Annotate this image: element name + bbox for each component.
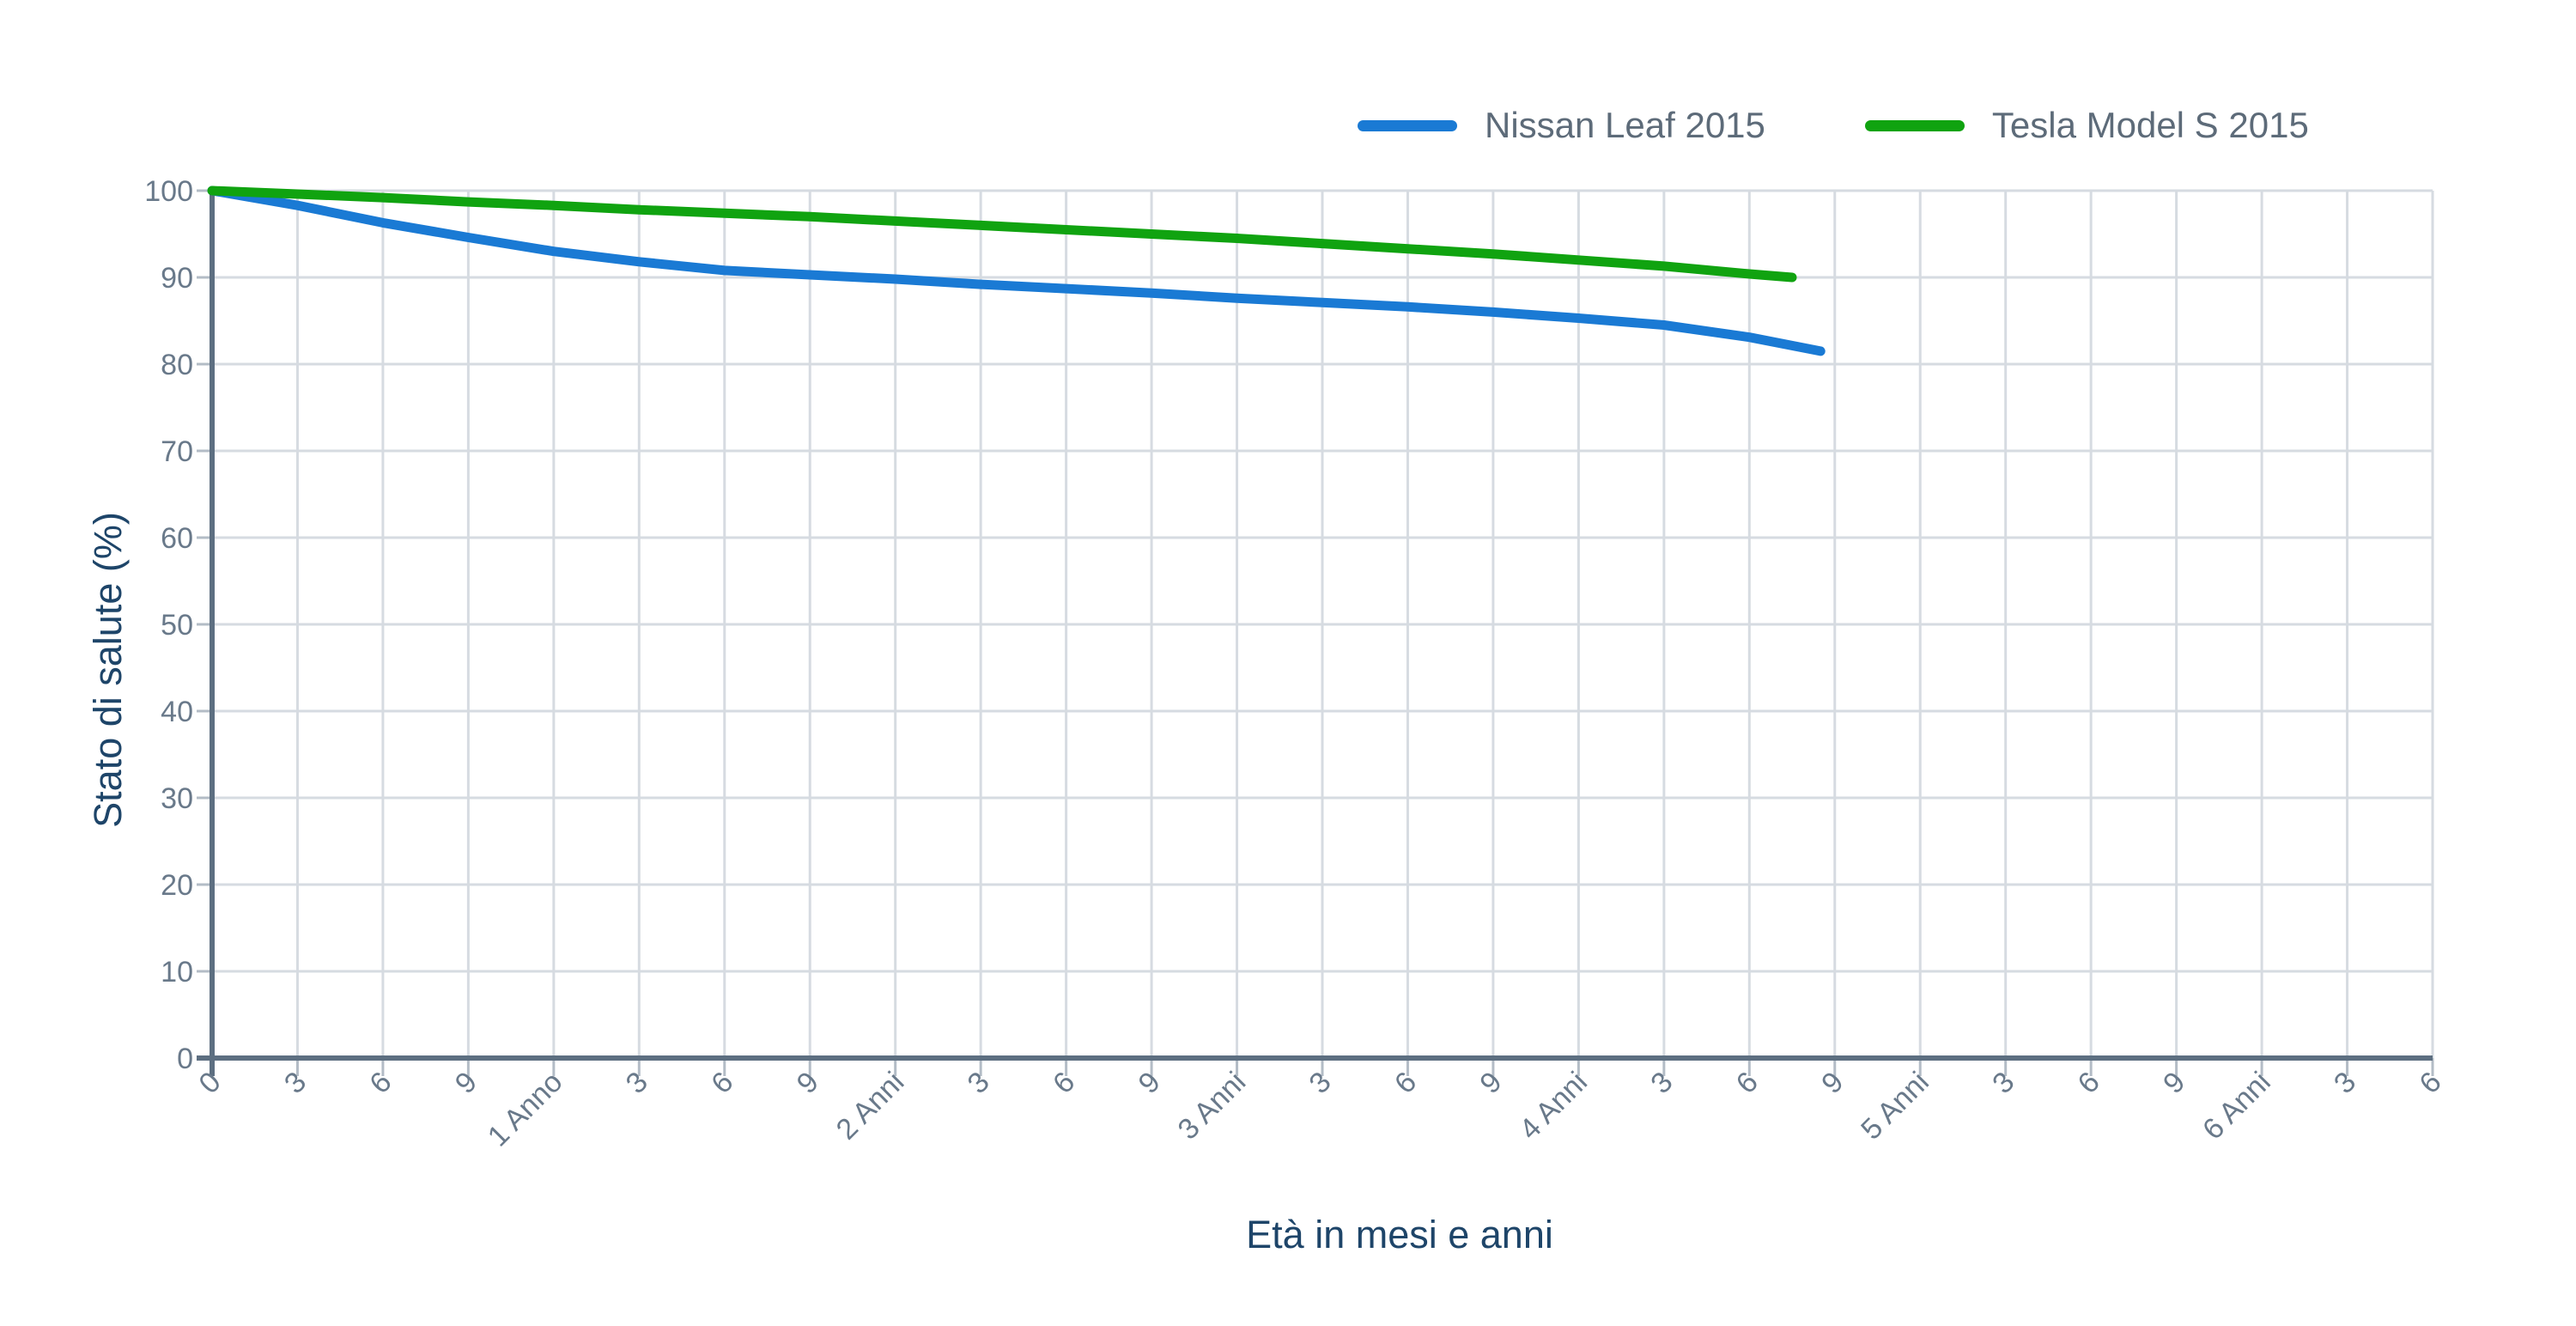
- x-tick-label: 9: [2157, 1066, 2191, 1100]
- x-tick-label: 3 Anni: [1171, 1066, 1252, 1147]
- series-line-nissan-leaf-2015: [207, 186, 1826, 356]
- y-tick-label: 90: [161, 262, 193, 295]
- y-tick-label: 30: [161, 782, 193, 815]
- x-tick-label: 3: [1644, 1066, 1679, 1100]
- x-tick-label: 9: [449, 1066, 483, 1100]
- y-tick-label: 10: [161, 956, 193, 988]
- y-tick-label: 70: [161, 435, 193, 468]
- legend-item-nissan-leaf: Nissan Leaf 2015: [1358, 101, 1765, 149]
- x-tick-label: 9: [791, 1066, 825, 1100]
- legend-swatch-nissan-leaf: [1358, 119, 1457, 131]
- y-tick-label: 50: [161, 609, 193, 642]
- legend-item-tesla-model-s: Tesla Model S 2015: [1864, 101, 2309, 149]
- series-line-tesla-model-s-2015: [207, 186, 1797, 283]
- y-tick-label: 0: [177, 1043, 193, 1075]
- x-tick-label: 5 Anni: [1855, 1066, 1935, 1147]
- legend-swatch-tesla-model-s: [1864, 119, 1965, 131]
- x-tick-label: 6: [363, 1066, 398, 1100]
- y-tick-label: 20: [161, 869, 193, 902]
- x-tick-label: 6: [1730, 1066, 1765, 1100]
- x-tick-label: 6 Anni: [2196, 1066, 2277, 1147]
- x-tick-label: 2 Anni: [830, 1066, 911, 1147]
- y-tick-label: 100: [144, 175, 193, 208]
- y-axis-title: Stato di salute (%): [86, 512, 130, 828]
- legend-label-tesla-model-s: Tesla Model S 2015: [1991, 105, 2309, 145]
- x-tick-label: 1 Anno: [482, 1066, 569, 1153]
- y-tick-label: 40: [161, 696, 193, 728]
- x-tick-label: 6: [705, 1066, 739, 1100]
- x-tick-label: 6: [2413, 1066, 2447, 1100]
- x-tick-label: 6: [1047, 1066, 1081, 1100]
- x-tick-label: 9: [1473, 1066, 1508, 1100]
- legend: Nissan Leaf 2015 Tesla Model S 2015: [1358, 101, 2309, 149]
- x-tick-label: 6: [1388, 1066, 1423, 1100]
- y-tick-label: 60: [161, 522, 193, 555]
- legend-label-nissan-leaf: Nissan Leaf 2015: [1485, 105, 1765, 145]
- x-tick-label: 9: [1132, 1066, 1166, 1100]
- x-tick-label: 6: [2072, 1066, 2106, 1100]
- x-tick-label: 4 Anni: [1513, 1066, 1594, 1147]
- x-tick-label: 3: [620, 1066, 654, 1100]
- x-tick-label: 3: [278, 1066, 313, 1100]
- x-tick-label: 3: [2328, 1066, 2362, 1100]
- x-tick-label: 9: [1815, 1066, 1850, 1100]
- y-tick-label: 80: [161, 349, 193, 381]
- x-axis-title: Età in mesi e anni: [1246, 1213, 1553, 1256]
- x-tick-label: 3: [962, 1066, 996, 1100]
- x-tick-label: 3: [1303, 1066, 1337, 1100]
- x-tick-label: 3: [1986, 1066, 2020, 1100]
